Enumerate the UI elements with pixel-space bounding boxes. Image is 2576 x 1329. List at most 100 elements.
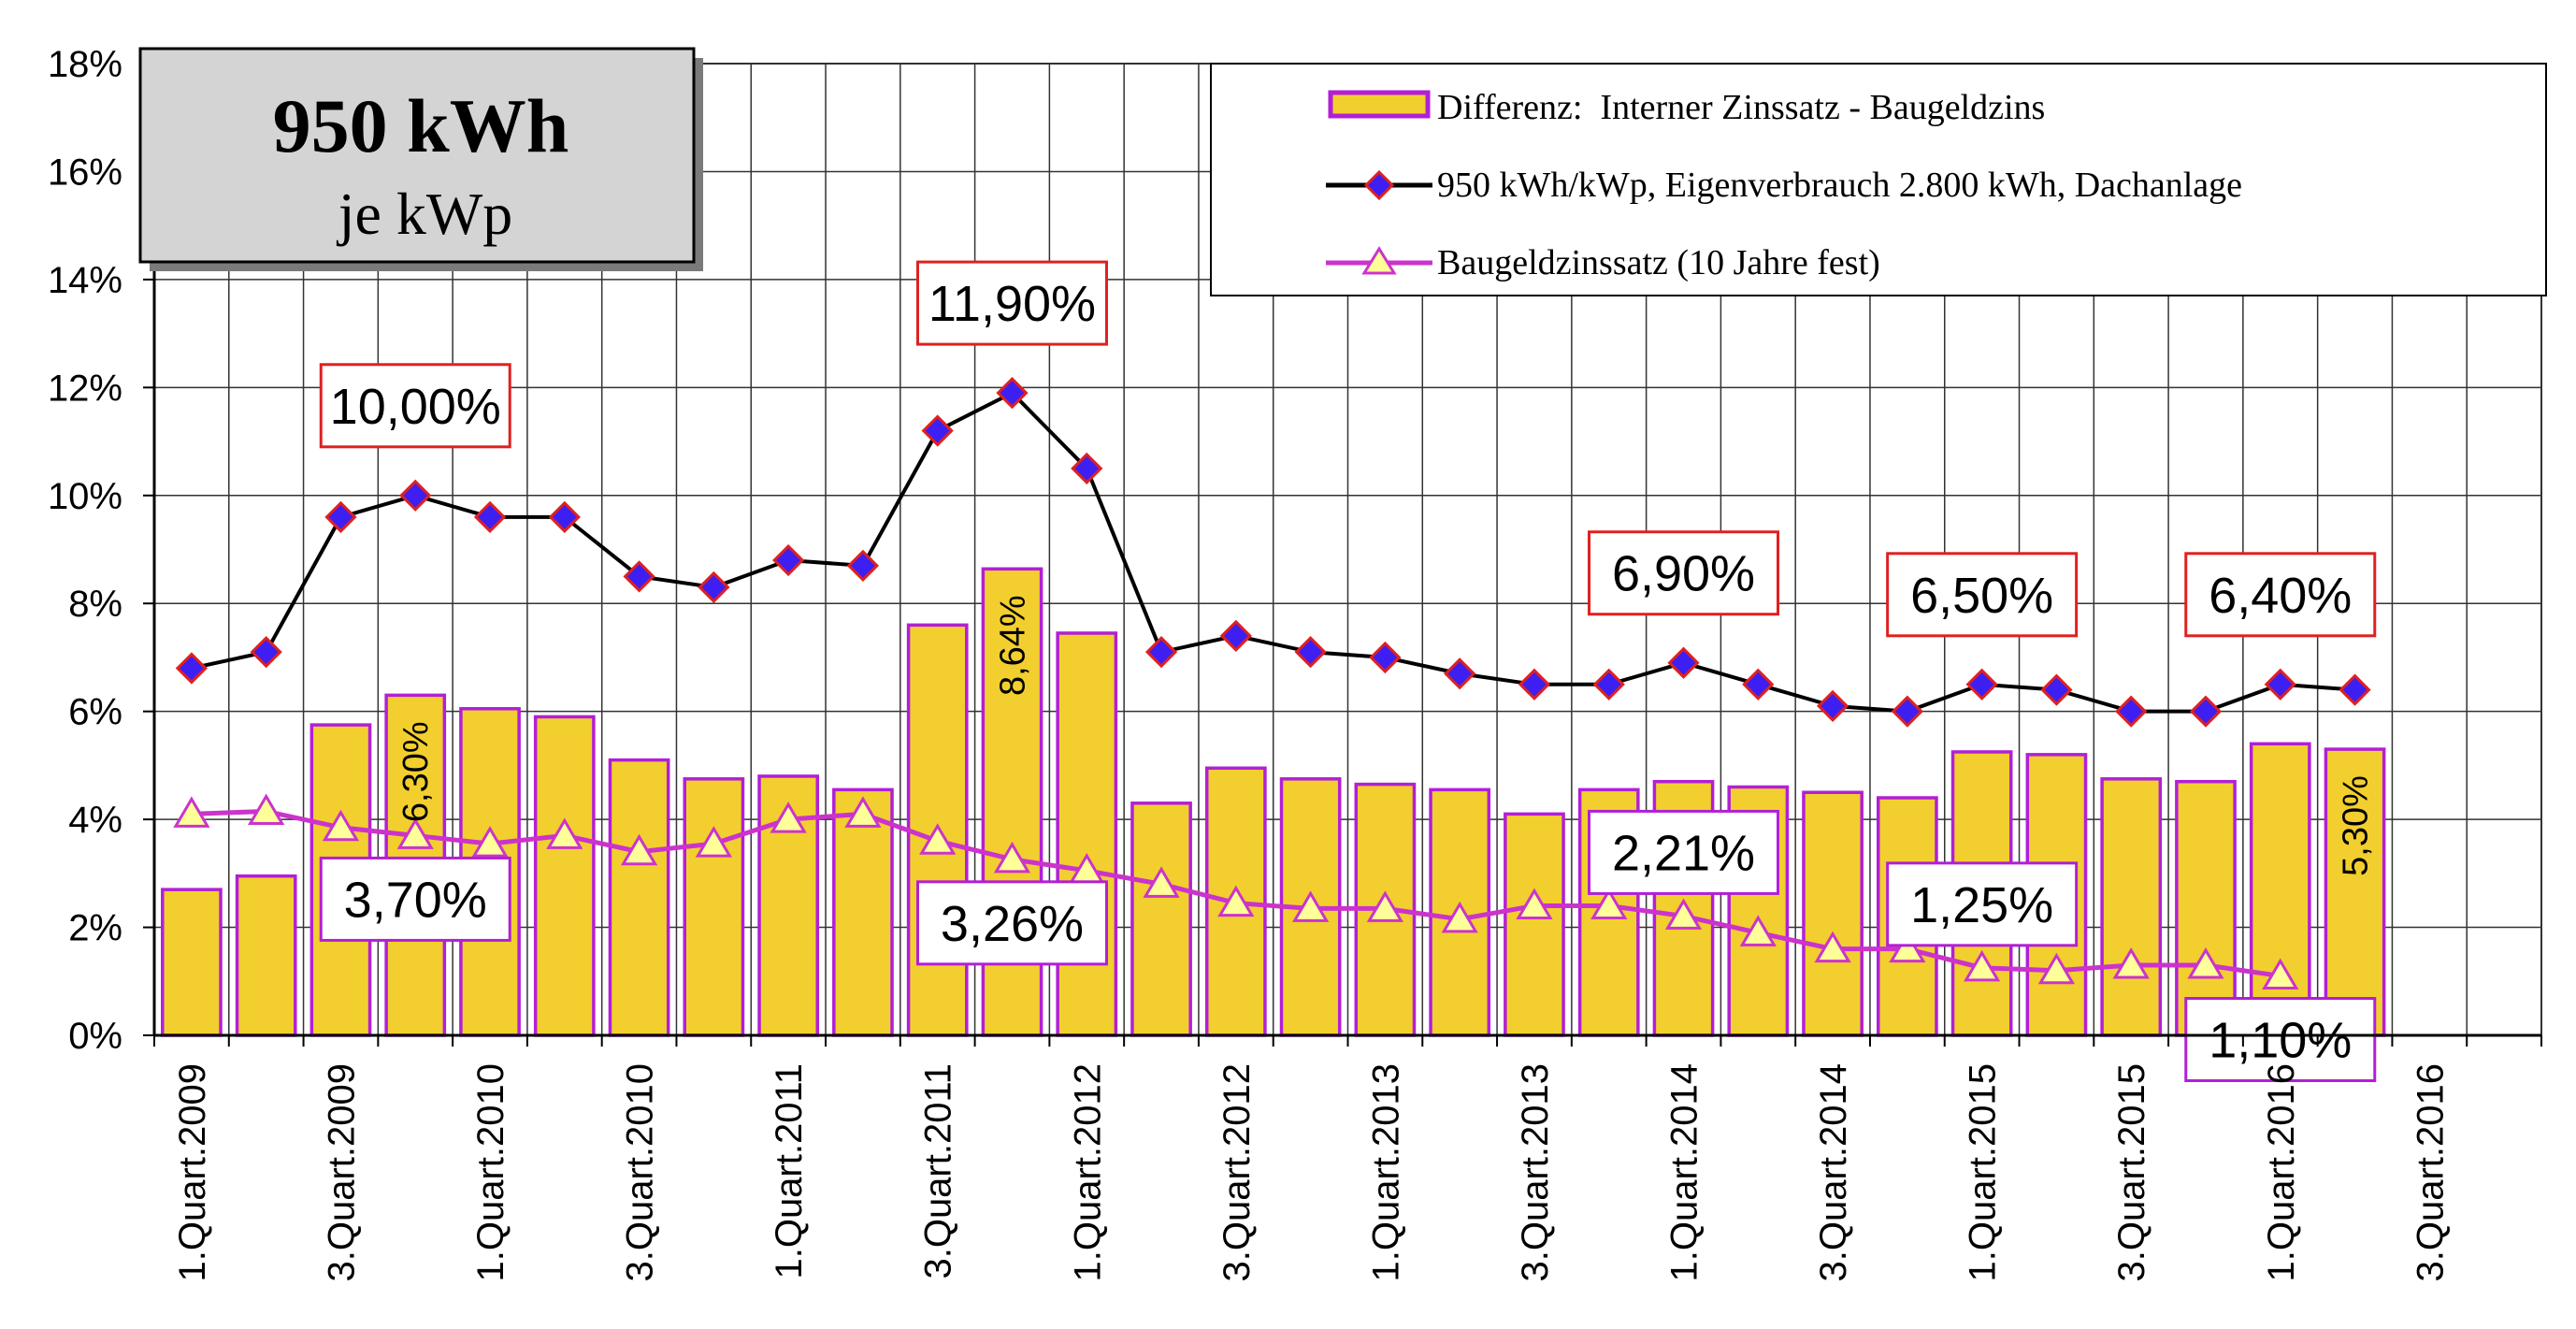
callout-label: 1,25% — [1910, 877, 2053, 933]
x-tick-label: 1.Quart.2016 — [2261, 1063, 2302, 1282]
info-box-frame — [138, 47, 696, 264]
marker-internal-rate — [846, 549, 880, 582]
marker-baugeldzins — [620, 833, 658, 866]
marker-baugeldzins — [546, 817, 583, 849]
bar-difference — [2175, 779, 2237, 1037]
x-tick-label: 3.Quart.2013 — [1515, 1063, 1556, 1282]
marker-internal-rate — [1816, 689, 1849, 723]
bar-difference — [235, 874, 297, 1037]
x-tick-label: 3.Quart.2015 — [2111, 1063, 2152, 1282]
bar-value-label: 8,64% — [993, 595, 1032, 696]
marker-baugeldzins — [695, 826, 732, 858]
marker-internal-rate — [2264, 668, 2296, 701]
marker-internal-rate — [1667, 646, 1700, 679]
legend-label-line2: Baugeldzinssatz (10 Jahre fest) — [1437, 243, 1880, 282]
x-tick-label: 1.Quart.2011 — [769, 1063, 810, 1279]
callout-label: 6,50% — [1910, 568, 2053, 624]
x-tick-label: 1.Quart.2012 — [1067, 1063, 1108, 1282]
legend-frame — [1210, 63, 2547, 296]
callout-frame — [1588, 809, 1780, 895]
marker-internal-rate — [1965, 668, 1998, 701]
y-tick-label: 14% — [48, 260, 122, 301]
callout-frame — [2184, 997, 2377, 1083]
callout-label: 11,90% — [928, 276, 1096, 332]
callout-label: 6,40% — [2209, 568, 2352, 624]
marker-internal-rate — [996, 376, 1029, 410]
marker-internal-rate — [1294, 636, 1327, 669]
marker-baugeldzins — [1964, 949, 2001, 982]
callout-label: 1,10% — [2209, 1013, 2352, 1069]
callout-frame — [915, 260, 1108, 346]
callout: 10,00% — [319, 363, 511, 449]
x-tick-label: 1.Quart.2009 — [172, 1063, 213, 1282]
bar-difference — [1504, 812, 1565, 1037]
bar-difference — [2100, 777, 2163, 1037]
bar-value-label: 6,30% — [396, 721, 436, 822]
marker-internal-rate — [1071, 452, 1103, 485]
callout-label: 3,70% — [344, 872, 487, 928]
marker-baugeldzins — [1889, 931, 1926, 963]
x-tick-label: 3.Quart.2009 — [321, 1063, 362, 1282]
x-tick-label: 1.Quart.2013 — [1365, 1063, 1406, 1282]
x-tick-label: 3.Quart.2016 — [2410, 1063, 2451, 1282]
marker-baugeldzins — [248, 793, 285, 825]
marker-internal-rate — [1891, 695, 1923, 728]
x-tick-label: 3.Quart.2012 — [1216, 1063, 1258, 1282]
y-tick-label: 18% — [48, 44, 122, 85]
axes-layer: 0% 2% 4% 6% 8% 10% 12% 14% 16% 18% 1.Quart.2009 3.Q… — [48, 44, 2542, 1282]
x-tick-label: 3.Quart.2010 — [620, 1063, 661, 1282]
marker-baugeldzins — [993, 841, 1031, 874]
bar-difference — [608, 758, 670, 1037]
x-tick-label: 1.Quart.2010 — [470, 1063, 511, 1282]
marker-baugeldzins — [1664, 898, 1703, 930]
bar-difference — [533, 715, 596, 1037]
bar-difference — [1802, 790, 1864, 1037]
marker-baugeldzins — [2112, 946, 2150, 979]
marker-internal-rate — [399, 479, 432, 512]
marker-baugeldzins — [1143, 866, 1180, 898]
legend-swatch-bar — [1328, 90, 1431, 119]
marker-internal-rate — [473, 500, 507, 533]
marker-baugeldzins — [396, 817, 434, 849]
marker-internal-rate — [772, 543, 805, 577]
callout-label: 3,26% — [941, 896, 1084, 952]
marker-internal-rate — [921, 414, 954, 447]
marker-internal-rate — [548, 500, 581, 533]
callout: 1,25% — [1886, 861, 2079, 947]
callout: 2,21% — [1588, 809, 1780, 895]
y-tick-label: 10% — [48, 476, 122, 517]
callout-frame — [915, 880, 1108, 966]
marker-internal-rate — [2339, 673, 2371, 706]
bar-difference — [683, 777, 745, 1037]
marker-internal-rate — [623, 560, 655, 593]
marker-baugeldzins — [1217, 885, 1255, 917]
callout-label: 2,21% — [1612, 825, 1755, 881]
legend: Differenz: Interner Zinssatz - Baugeldzi… — [1210, 63, 2547, 296]
callout-frame — [2184, 552, 2377, 638]
callout: 6,90% — [1588, 530, 1780, 616]
bar-difference — [2249, 742, 2311, 1037]
marker-baugeldzins — [322, 809, 360, 842]
callout-frame — [1886, 552, 2079, 638]
marker-internal-rate — [1518, 668, 1551, 701]
y-tick-label: 16% — [48, 152, 122, 193]
marker-baugeldzins — [1366, 890, 1404, 922]
marker-baugeldzins — [1739, 915, 1777, 946]
marker-baugeldzins — [2262, 958, 2299, 990]
callout-label: 6,90% — [1612, 546, 1755, 602]
bar-value-label: 5,30% — [2337, 775, 2376, 876]
marker-internal-rate — [1444, 657, 1476, 690]
bar-difference — [161, 888, 223, 1037]
callout: 11,90% — [915, 260, 1108, 346]
bar-difference — [832, 787, 894, 1037]
legend-label-line1: 950 kWh/kWp, Eigenverbrauch 2.800 kWh, D… — [1437, 166, 2242, 205]
y-tick-label: 12% — [48, 368, 122, 409]
labels-layer: 6,30% 8,64% 5,30% 10,00% 11,90% 6,90% 6,50% 6,4… — [319, 260, 2377, 1083]
marker-internal-rate — [2115, 695, 2148, 728]
marker-baugeldzins — [1516, 888, 1553, 919]
x-tick-label: 1.Quart.2014 — [1664, 1063, 1705, 1282]
marker-baugeldzins — [1814, 931, 1851, 963]
marker-baugeldzins — [1441, 901, 1478, 933]
legend-marker-line1 — [1363, 169, 1395, 201]
